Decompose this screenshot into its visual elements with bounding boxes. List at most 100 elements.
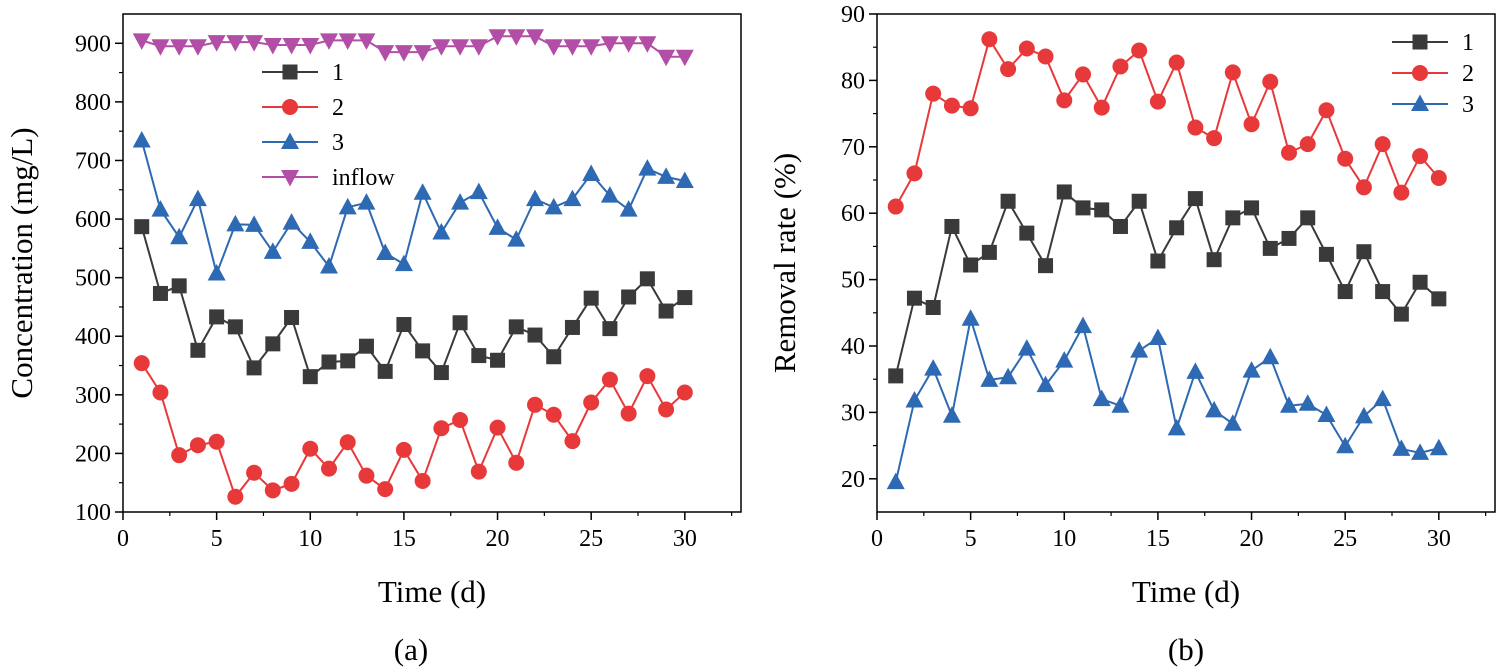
data-point: [1038, 258, 1054, 274]
data-point: [619, 36, 638, 53]
data-point: [263, 242, 282, 259]
data-point: [265, 336, 281, 352]
data-point: [924, 359, 943, 376]
data-point: [925, 85, 942, 102]
x-tick-label: 20: [1240, 526, 1264, 552]
data-point: [245, 215, 264, 232]
y-tick-label: 50: [841, 268, 865, 294]
data-point: [490, 352, 506, 368]
data-point: [1000, 193, 1016, 209]
data-point: [1223, 414, 1242, 431]
series-3: [132, 131, 694, 281]
data-point: [469, 39, 488, 56]
data-point: [1000, 61, 1017, 78]
data-point: [1298, 394, 1317, 411]
data-point: [132, 33, 151, 50]
data-point: [583, 394, 600, 411]
y-tick-label: 40: [841, 334, 865, 360]
data-point: [208, 433, 225, 450]
data-point: [1318, 102, 1335, 119]
data-point: [962, 100, 979, 117]
y-tick-label: 100: [75, 500, 111, 526]
data-point: [1243, 116, 1260, 133]
data-point: [452, 412, 469, 429]
data-point: [1168, 54, 1185, 71]
data-point: [1111, 396, 1130, 413]
data-point: [564, 433, 581, 450]
series-2: [133, 355, 693, 505]
legend-label: 1: [332, 60, 344, 86]
x-tick-label: 0: [871, 526, 883, 552]
chart-b: 0 5 10 15 20 25 30 20 30 40 50 60 70 80 90 1 2 3 Time (d…: [767, 2, 1496, 667]
data-point: [283, 475, 300, 492]
data-point: [1112, 218, 1128, 234]
data-point: [338, 197, 357, 215]
data-point: [1393, 306, 1409, 322]
y-tick-label: 600: [75, 207, 111, 233]
data-point: [1131, 193, 1147, 209]
plot-frame-a: [122, 13, 742, 513]
data-point: [527, 327, 543, 343]
data-point: [507, 230, 526, 247]
data-point: [961, 309, 980, 326]
data-point: [507, 29, 526, 46]
data-point: [1300, 210, 1316, 226]
data-point: [1036, 375, 1055, 393]
data-point: [469, 182, 488, 200]
legend-item-inflow: inflow: [262, 165, 395, 191]
data-point: [320, 33, 338, 50]
data-point: [675, 49, 694, 67]
x-tick-label: 20: [486, 526, 510, 552]
data-point: [282, 38, 301, 55]
data-point: [1317, 405, 1336, 423]
data-point: [1262, 73, 1279, 90]
series-line-3: [894, 318, 1440, 483]
data-point: [508, 454, 525, 471]
data-point: [999, 367, 1018, 385]
y-tick-label: 700: [75, 148, 111, 174]
data-point: [1299, 136, 1316, 153]
legend-marker: [282, 99, 298, 115]
data-point: [358, 467, 375, 484]
legend-marker: [281, 132, 299, 149]
axes-b: 0 5 10 15 20 25 30 20 30 40 50 60 70 80 90: [841, 2, 1487, 552]
data-point: [582, 39, 601, 56]
data-point: [358, 338, 374, 354]
data-point: [1244, 200, 1260, 216]
data-point: [302, 440, 319, 457]
x-tick-label: 25: [1333, 526, 1357, 552]
data-point: [1242, 361, 1261, 378]
data-point: [1205, 400, 1224, 418]
x-tick-label: 10: [1052, 526, 1076, 552]
y-tick-label: 800: [75, 90, 111, 116]
data-point: [601, 371, 618, 388]
data-point: [1225, 210, 1241, 226]
data-point: [188, 39, 207, 56]
series-1: [888, 184, 1447, 384]
data-point: [246, 360, 262, 376]
data-point: [621, 289, 637, 305]
data-point: [1092, 389, 1111, 407]
data-point: [263, 38, 282, 55]
data-point: [415, 343, 431, 359]
panel-caption-a: (a): [394, 632, 428, 667]
legend-label: 3: [1462, 92, 1474, 118]
y-tick-label: 900: [75, 31, 111, 57]
x-tick-label: 10: [298, 526, 322, 552]
data-point: [377, 363, 393, 379]
x-tick-label: 5: [965, 526, 977, 552]
data-point: [620, 405, 637, 422]
data-point: [1037, 48, 1054, 65]
data-point: [944, 218, 960, 234]
data-point: [1074, 316, 1092, 334]
data-point: [284, 309, 300, 325]
series-group-b: [886, 31, 1448, 490]
data-point: [340, 353, 356, 369]
data-point: [227, 319, 243, 335]
legend-label: 2: [1462, 61, 1474, 87]
data-point: [1431, 291, 1447, 307]
data-point: [301, 38, 320, 55]
data-point: [600, 186, 619, 203]
data-point: [320, 257, 338, 274]
data-point: [394, 45, 413, 62]
